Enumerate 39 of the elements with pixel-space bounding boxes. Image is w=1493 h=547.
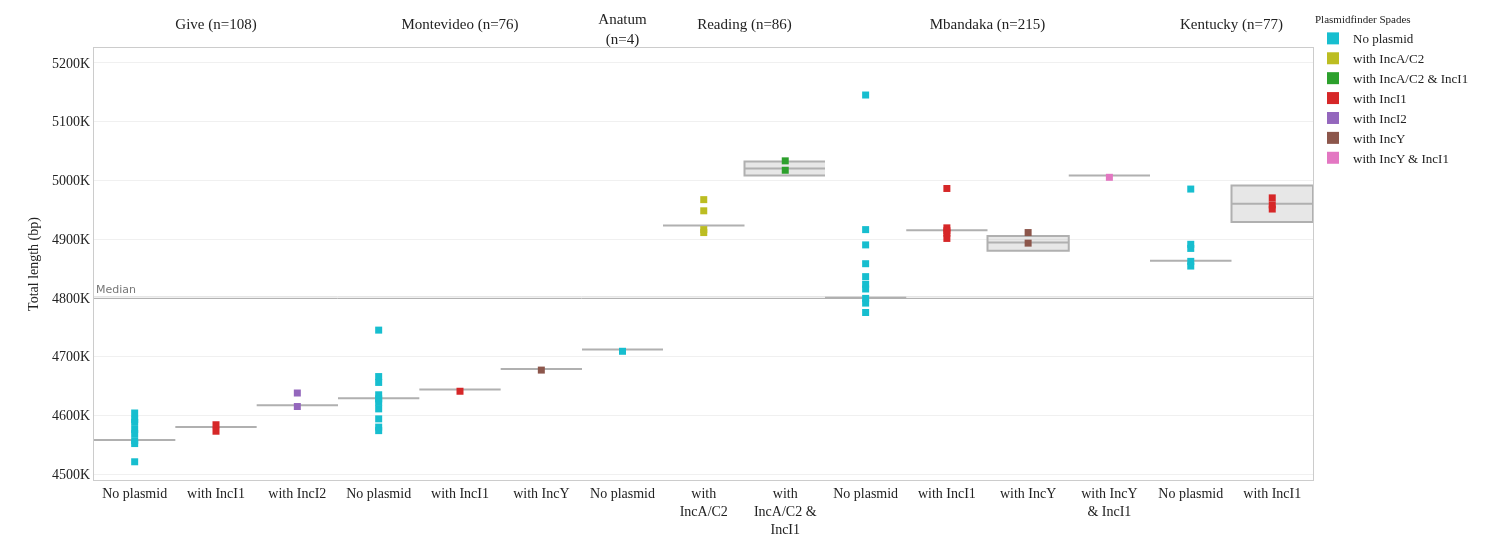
chart-title: Give (n=108) (175, 16, 257, 34)
x-tick-label: No plasmid (1158, 485, 1224, 501)
y-tick-label: 4500K (52, 467, 91, 483)
x-tick-label: with IncY & IncI1 (1081, 485, 1138, 519)
legend-title: Plasmidfinder Spades (1315, 13, 1412, 26)
y-tick-label: 4900K (52, 231, 91, 247)
x-tick-label: No plasmid (102, 485, 168, 501)
legend-label: with IncY (1353, 130, 1407, 146)
x-tick-label: No plasmid (833, 485, 899, 501)
x-tick-label: with IncI1 (430, 485, 489, 501)
x-tick-label: with IncI1 (918, 485, 977, 501)
chart-title: Kentucky (n=77) (1180, 16, 1284, 34)
y-tick-label: 4800K (52, 290, 91, 306)
x-tick-label: No plasmid (345, 485, 411, 501)
legend-label: with IncI2 (1353, 111, 1408, 127)
legend-label: with IncI1 (1353, 91, 1408, 107)
chart-title: Reading (n=86) (697, 16, 792, 34)
legend-label: with IncA/C2 & IncI1 (1353, 71, 1469, 87)
y-tick-label: 5200K (52, 55, 91, 71)
x-tick-label: with IncI1 (187, 485, 245, 501)
x-tick-label: with IncI1 (1243, 485, 1302, 501)
y-tick-label: 4700K (52, 349, 91, 365)
y-axis-title: Total length (bp) (25, 216, 42, 311)
ref-line-label: Median (96, 283, 137, 296)
x-tick-label: No plasmid (589, 485, 655, 501)
x-tick-label: with IncY (1000, 485, 1057, 501)
legend-label: with IncY & IncI1 (1353, 150, 1450, 166)
x-tick-label: with IncA/C2 (679, 485, 728, 519)
chart-title: Mbandaka (n=215) (930, 16, 1046, 34)
chart-title: Montevideo (n=76) (401, 16, 519, 34)
y-tick-label: 5100K (52, 114, 91, 130)
x-tick-label: with IncA/C2 & IncI1 (753, 485, 817, 538)
y-tick-label: 4600K (52, 408, 91, 424)
chart-title: Anatum (n=4) (597, 11, 647, 48)
x-tick-label: with IncI2 (268, 485, 327, 501)
legend-label: with IncA/C2 (1353, 51, 1425, 67)
legend-label: No plasmid (1353, 31, 1415, 47)
x-tick-label: with IncY (512, 485, 570, 501)
y-tick-label: 5000K (52, 173, 91, 189)
